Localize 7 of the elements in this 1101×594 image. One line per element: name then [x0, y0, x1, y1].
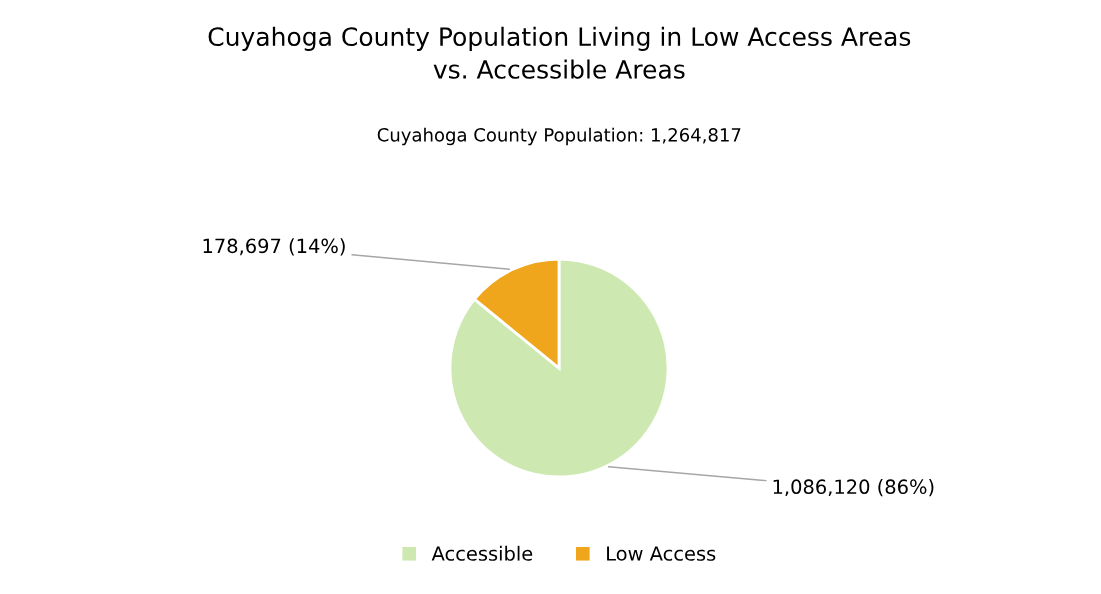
chart-title: Cuyahoga County Population Living in Low Access Areas vs. Accessible Areas — [208, 26, 911, 79]
data-label: 178,697 (14%) — [203, 238, 345, 256]
legend-label: Low Access — [607, 546, 716, 561]
data-label: 1,086,120 (86%) — [773, 479, 934, 497]
legend-label: Accessible — [431, 545, 533, 561]
chart-subtitle: Cuyahoga County Population: 1,264,817 — [377, 127, 741, 146]
pie-slice — [448, 257, 670, 479]
